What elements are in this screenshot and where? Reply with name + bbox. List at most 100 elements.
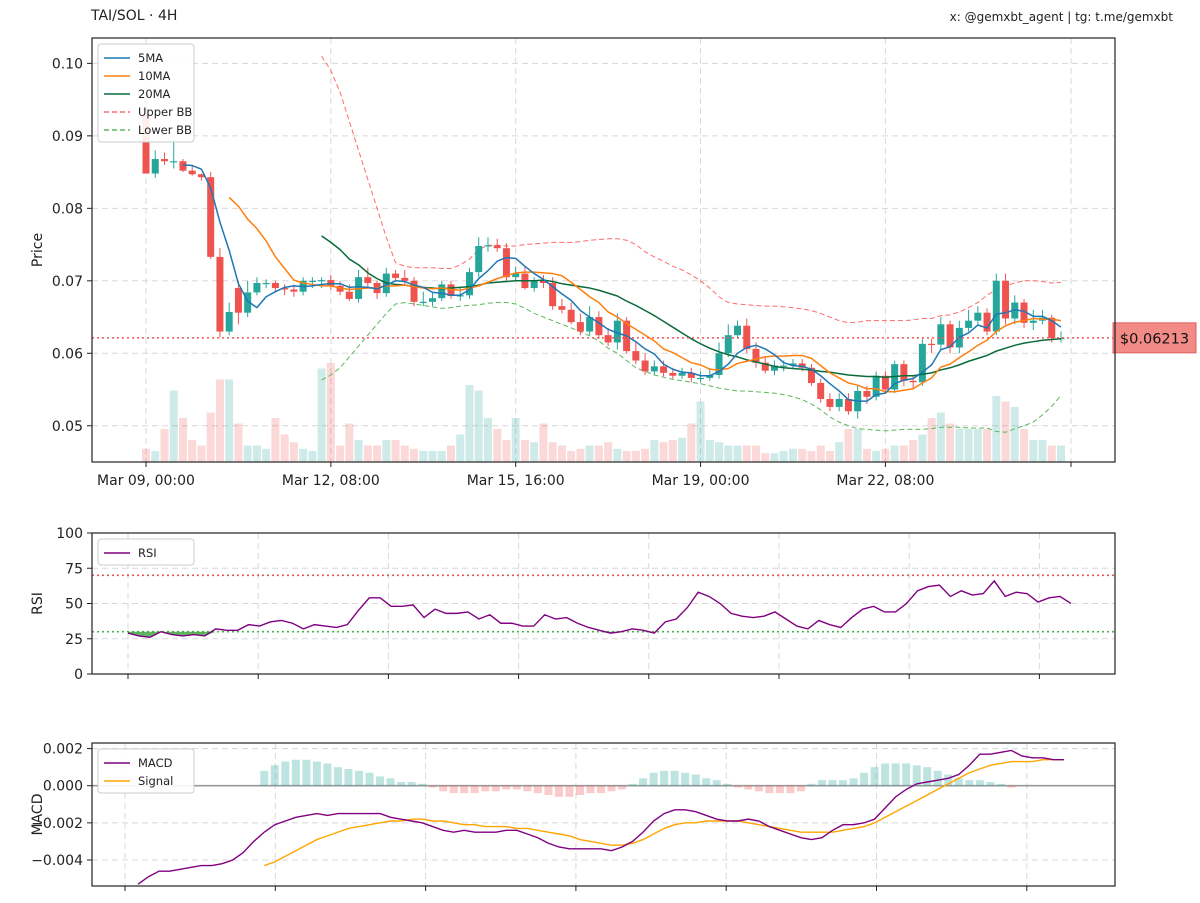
candle-body [345,291,353,299]
candle-body [438,284,446,299]
volume-bar [844,429,853,462]
volume-bar [733,445,742,462]
macd-histogram-bar [975,780,984,786]
volume-bar [345,423,354,462]
volume-bar [752,445,760,462]
candle-body [170,161,178,163]
volume-bar [465,385,474,462]
ma5-line [182,164,1062,402]
macd-histogram-bar [881,763,890,786]
macd-histogram-bar [649,772,658,786]
macd-panel-frame [91,742,1116,887]
macd-histogram-bar [491,785,500,792]
macd-histogram-bar [418,783,427,786]
candle-body [992,280,1000,332]
candle-body [290,289,298,292]
volume-bar [243,445,252,462]
macd-histogram-bar [575,785,584,795]
macd-histogram-bar [807,783,816,786]
candle-body [318,280,326,282]
candle-body [937,324,945,345]
candle-body [826,398,834,407]
volume-bar [225,379,234,462]
candle-body [965,320,973,328]
candle-body [724,335,732,354]
upper-bb-line [321,55,1062,324]
candle-body [281,288,289,290]
candle-body [863,390,871,397]
candle-body [734,325,742,336]
candle-body [576,322,584,332]
macd-histogram-bar [681,772,690,786]
volume-bar [142,448,150,462]
rsi-tick-label: 75 [65,561,83,577]
macd-histogram-bar [407,782,416,786]
candle-body [835,398,843,407]
volume-bar [502,440,511,462]
candle-body [1029,320,1037,323]
macd-histogram-bar [439,785,448,792]
volume-bar [613,448,622,462]
price-legend-entry: Upper BB [138,105,192,119]
candle-body [530,280,538,289]
candle-body [234,288,242,313]
macd-tick-label: −0.002 [31,816,83,832]
macd-histogram-bar [344,769,353,786]
macd-histogram-bar [386,778,395,786]
macd-panel-background [92,743,1115,886]
macd-histogram-bar [786,785,795,794]
macd-histogram-bar [817,780,826,786]
rsi-tick-label: 100 [56,526,83,542]
candle-body [789,363,797,366]
volume-bar [215,379,224,462]
macd-histogram-bar [1007,785,1016,788]
volume-bar [890,445,899,462]
macd-histogram-bar [428,785,437,788]
volume-bar [160,429,169,462]
volume-bar [428,451,437,462]
macd-histogram-bar [828,780,837,786]
price-x-tick-label: Mar 22, 08:00 [836,473,934,489]
macd-histogram-bar [870,767,879,786]
candle-body [632,351,640,361]
volume-bar [622,451,631,462]
candle-body [160,159,168,162]
price-x-tick-label: Mar 12, 08:00 [282,473,380,489]
candle-body [567,309,575,323]
macd-histogram-bar [365,772,374,786]
macd-histogram-bar [691,774,700,786]
macd-histogram-bar [523,785,532,792]
volume-bar [909,440,918,462]
macd-histogram-bar [354,770,363,786]
rsi-panel-frame [91,532,1116,675]
lower-bb-line [321,302,1062,433]
volume-bar [400,445,409,462]
volume-bar [992,396,1001,462]
volume-bar [798,448,807,462]
volume-bar [1010,407,1019,462]
macd-histogram-bar [554,785,563,797]
macd-legend-entry: Signal [138,774,173,788]
rsi-tick-label: 0 [74,667,83,683]
candle-body [392,273,400,278]
macd-histogram-bar [965,780,974,786]
volume-bar [483,418,492,462]
volume-bar [373,445,382,462]
chart-title: TAI/SOL · 4H [91,8,178,24]
volume-bar [964,429,973,462]
candle-body [188,170,196,175]
candle-body [364,277,372,283]
credit-text: x: @gemxbt_agent | tg: t.me/gemxbt [949,10,1173,24]
volume-bar [354,440,363,462]
candle-body [918,343,926,383]
volume-bar [862,448,871,462]
candle-body [586,317,594,332]
rsi-line [127,579,1072,639]
candle-body [401,277,409,281]
candle-body [807,367,815,383]
price-tick-label: 0.07 [52,274,83,290]
macd-histogram-bar [607,785,616,792]
volume-bar [899,445,908,462]
candle-body [678,372,686,376]
